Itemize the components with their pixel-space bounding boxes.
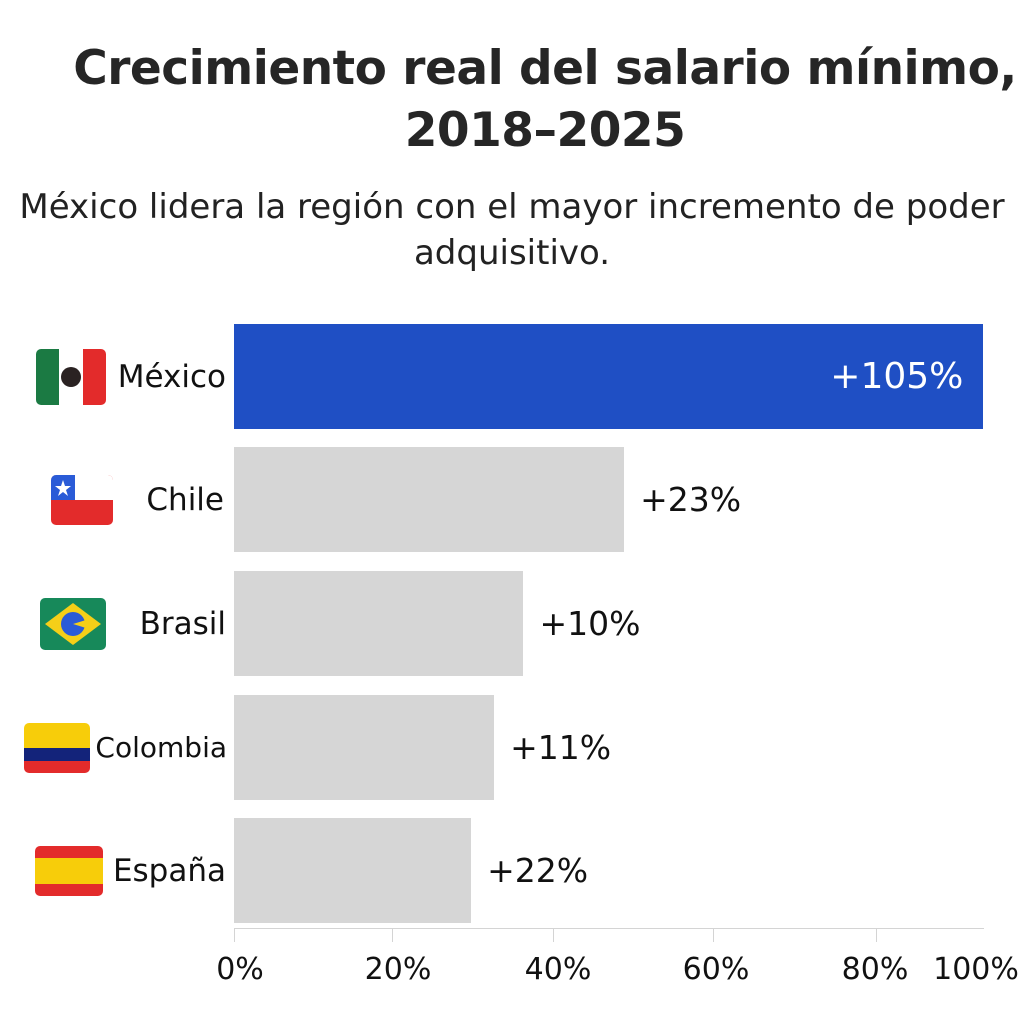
bar-row: Chile +23%: [0, 447, 1024, 552]
bar: [234, 818, 472, 923]
bar: [234, 324, 984, 429]
category-label: Chile: [146, 481, 224, 518]
x-tick: [876, 928, 877, 942]
bar-row: España +22%: [0, 818, 1024, 923]
brazil-flag-icon: [40, 597, 106, 650]
spain-flag-icon: [35, 845, 103, 896]
bar: [234, 571, 524, 676]
chart-subtitle: México lidera la región con el mayor inc…: [19, 187, 1005, 273]
category-label: Brasil: [139, 605, 226, 642]
x-tick: [392, 928, 393, 942]
colombia-flag-icon: [24, 722, 90, 773]
bar: [234, 695, 495, 800]
x-tick-label: 40%: [524, 952, 592, 987]
category-label: Colombia: [95, 731, 227, 764]
chile-flag-icon: [51, 474, 113, 525]
data-label: +105%: [830, 356, 964, 397]
x-axis-line: [234, 928, 984, 929]
x-tick-label: 20%: [364, 952, 432, 987]
x-tick: [553, 928, 554, 942]
bar-row: Colombia +11%: [0, 695, 1024, 800]
bar-row: Brasil +10%: [0, 571, 1024, 676]
x-tick: [234, 928, 235, 942]
bar: [234, 447, 625, 552]
x-tick: [713, 928, 714, 942]
x-tick-label: 60%: [682, 952, 750, 987]
x-tick-label: 0%: [216, 952, 264, 987]
mexico-flag-icon: [36, 348, 106, 405]
bar-row: México +105%: [0, 324, 1024, 429]
chart-title: Crecimiento real del salario mínimo, 201…: [73, 41, 1017, 158]
data-label: +23%: [640, 480, 742, 519]
data-label: +10%: [539, 604, 641, 643]
category-label: España: [112, 852, 226, 889]
x-tick-label: 100%: [933, 952, 1019, 987]
data-label: +11%: [510, 728, 612, 767]
category-label: México: [117, 358, 226, 395]
x-tick-label: 80%: [841, 952, 909, 987]
data-label: +22%: [487, 851, 589, 890]
